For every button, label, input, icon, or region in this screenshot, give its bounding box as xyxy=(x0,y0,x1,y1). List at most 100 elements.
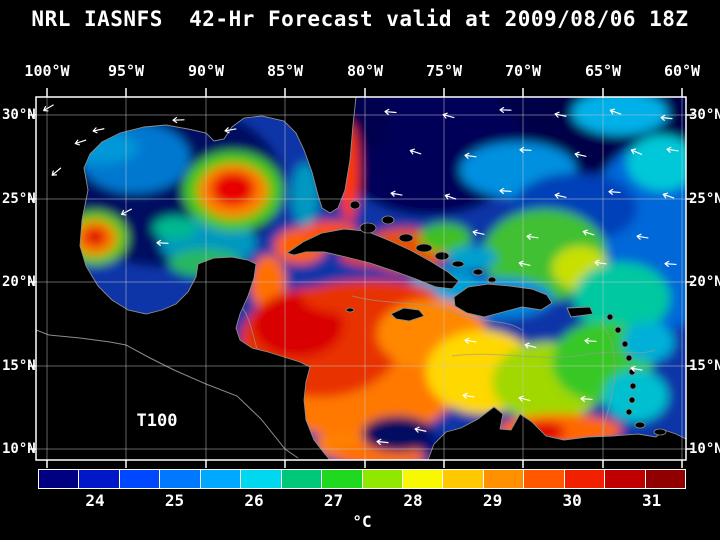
island xyxy=(634,421,646,429)
lat-tick-label: 15°N xyxy=(2,358,36,374)
wind-vector-arrow xyxy=(554,192,567,199)
land-mass xyxy=(285,228,460,290)
island xyxy=(628,396,636,404)
bathymetry-contour xyxy=(351,295,523,331)
wind-vector-arrow xyxy=(594,259,607,266)
field-label: T100 xyxy=(136,411,178,431)
land-mass xyxy=(390,307,425,322)
wind-vector-arrow xyxy=(499,106,512,114)
wind-vector-arrow xyxy=(608,188,621,195)
colorbar-tick-label: 30 xyxy=(562,491,582,510)
wind-vector-arrow xyxy=(51,167,62,176)
wind-vector-arrow xyxy=(120,208,132,216)
wind-vector-arrow xyxy=(554,111,567,118)
colorbar-segment xyxy=(402,470,443,488)
island xyxy=(621,340,629,348)
wind-vector-arrow xyxy=(376,438,389,445)
wind-vector-arrow xyxy=(464,152,477,159)
island xyxy=(451,260,465,268)
wind-vector-arrow xyxy=(580,395,593,402)
wind-vector-arrow xyxy=(630,365,643,372)
colorbar-segment xyxy=(362,470,402,488)
lat-tick-label: 10°N xyxy=(2,441,36,457)
colorbar-segment xyxy=(241,470,281,488)
wind-vector-arrow xyxy=(464,337,477,344)
pacific-coastline xyxy=(36,329,299,459)
wind-vector-arrow xyxy=(444,193,457,200)
wind-vector-arrow xyxy=(660,114,673,121)
colorbar-segment xyxy=(322,470,362,488)
island xyxy=(614,326,622,334)
lat-tick-label: 20°N xyxy=(2,274,36,290)
lat-tick-label: 25°N xyxy=(689,191,720,207)
colorbar-segment xyxy=(645,470,685,488)
colorbar-unit-label: °C xyxy=(352,512,372,531)
wind-vector-arrow xyxy=(43,104,54,112)
map-border xyxy=(35,96,687,461)
wind-vector-arrow xyxy=(499,187,512,194)
wind-vector-arrow xyxy=(92,127,105,134)
lon-tick-label: 70°W xyxy=(504,62,542,80)
wind-vector-arrow xyxy=(518,395,531,402)
island xyxy=(434,251,450,261)
wind-vector-arrow xyxy=(582,229,595,236)
colorbar-tick-label: 24 xyxy=(85,491,105,510)
island xyxy=(398,233,414,243)
lat-tick-label: 15°N xyxy=(689,358,720,374)
land-mass xyxy=(36,97,357,460)
wind-vector-arrow xyxy=(630,148,643,155)
wind-vector-arrow xyxy=(442,112,455,119)
island xyxy=(472,268,484,276)
land-mass xyxy=(566,306,594,318)
colorbar-segment xyxy=(281,470,322,488)
wind-vector-arrow xyxy=(519,146,532,154)
wind-vector-arrow xyxy=(390,190,403,197)
lon-tick-label: 85°W xyxy=(266,62,304,80)
lon-tick-label: 60°W xyxy=(663,62,701,80)
wind-vector-arrow xyxy=(74,139,87,146)
wind-vector-arrow xyxy=(462,392,475,399)
land-mass xyxy=(427,406,686,460)
wind-vector-arrow xyxy=(526,233,539,240)
island xyxy=(349,200,361,210)
lat-tick-label: 25°N xyxy=(2,191,36,207)
island xyxy=(653,428,667,436)
wind-vector-arrow xyxy=(524,342,537,349)
island xyxy=(381,215,395,225)
colorbar-tick-label: 28 xyxy=(403,491,423,510)
bathymetry-contour xyxy=(451,349,656,358)
wind-vector-arrow xyxy=(636,233,649,240)
wind-vector-arrow xyxy=(414,426,427,433)
colorbar-tick-label: 26 xyxy=(244,491,264,510)
colorbar-segment xyxy=(39,470,79,488)
wind-vector-arrow xyxy=(664,260,677,267)
wind-vector-arrow xyxy=(409,148,422,155)
wind-vector-arrow xyxy=(172,116,185,124)
colorbar-tick-label: 25 xyxy=(164,491,185,510)
wind-vector-arrow xyxy=(584,337,597,344)
wind-vector-arrow xyxy=(472,229,485,236)
lat-tick-label: 30°N xyxy=(2,107,36,123)
island xyxy=(415,243,433,253)
ocean-temperature-field xyxy=(36,97,686,460)
wind-vector-arrow xyxy=(574,151,587,158)
wind-vector-arrows xyxy=(43,104,679,445)
lon-tick-label: 80°W xyxy=(346,62,384,80)
colorbar-segment xyxy=(564,470,605,488)
wind-vector-arrow xyxy=(518,260,531,267)
lat-tick-label: 20°N xyxy=(689,274,720,290)
colorbar-tick-label: 29 xyxy=(482,491,503,510)
colorbar-segment xyxy=(79,470,119,488)
lon-tick-label: 95°W xyxy=(107,62,145,80)
island xyxy=(345,307,355,313)
figure-title: NRL IASNFS 42-Hr Forecast valid at 2009/… xyxy=(31,7,689,31)
colorbar-segment xyxy=(483,470,524,488)
lat-tick-label: 30°N xyxy=(689,107,720,123)
island xyxy=(359,222,377,234)
colorbar-segment xyxy=(524,470,564,488)
island xyxy=(606,313,614,321)
wind-vector-arrow xyxy=(609,108,622,115)
wind-vector-arrow xyxy=(224,127,237,134)
lon-tick-label: 75°W xyxy=(425,62,463,80)
